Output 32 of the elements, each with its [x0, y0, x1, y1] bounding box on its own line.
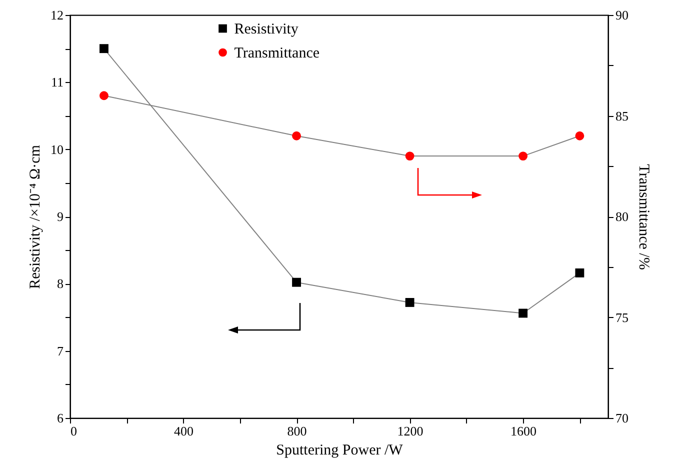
x-tick-label: 1600	[510, 424, 537, 438]
point	[575, 131, 584, 140]
y-tick-label: 11	[50, 74, 64, 90]
legend-label: Transmittance	[234, 46, 320, 62]
x-tick-label: 0	[70, 424, 77, 438]
y2-axis-title: Transmittance /%	[636, 164, 652, 270]
point	[518, 152, 528, 161]
x-tick-label: 1200	[397, 424, 424, 438]
y-tick-label: 9	[57, 209, 64, 224]
y-tick-label: 12	[50, 8, 64, 22]
point	[100, 91, 108, 100]
point	[292, 131, 301, 140]
point	[292, 278, 301, 287]
y-axis-title: Resistivity /×10⁻⁴ Ω·cm	[28, 144, 44, 289]
point	[518, 308, 528, 318]
x-tick-label: 400	[174, 424, 194, 438]
y2-tick-label: 75	[616, 310, 628, 325]
y2-tick-label: 90	[616, 8, 628, 22]
x-tick-label: 800	[287, 424, 307, 438]
point	[100, 44, 108, 54]
y-tick-label: 6	[57, 410, 64, 426]
y-tick-label: 10	[50, 142, 64, 157]
y2-tick-label: 80	[616, 209, 628, 224]
y-tick-label: 7	[57, 343, 64, 358]
y2-tick-label: 85	[616, 108, 628, 124]
x-axis-title: Sputtering Power /W	[276, 442, 404, 458]
point	[405, 152, 414, 161]
legend-label: Resistivity	[234, 22, 299, 38]
y2-tick-label: 70	[616, 410, 628, 426]
point	[575, 268, 584, 278]
point	[405, 298, 414, 307]
y-tick-label: 8	[57, 276, 64, 292]
